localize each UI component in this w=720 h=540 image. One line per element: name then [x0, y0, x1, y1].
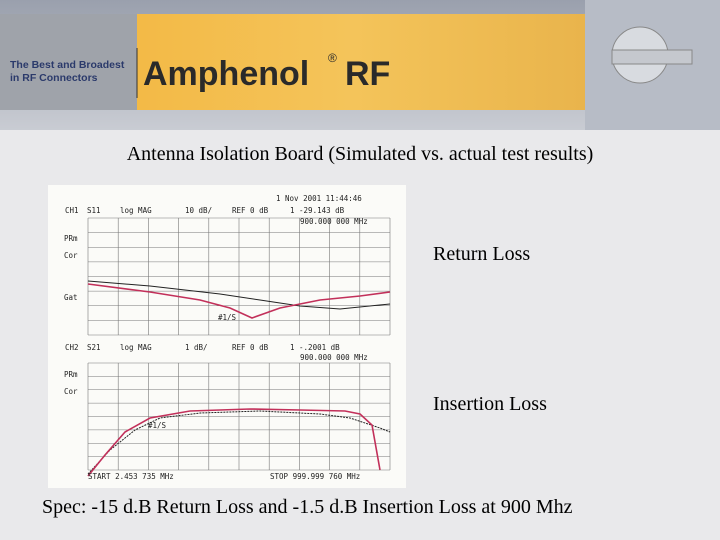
- stop-freq: STOP 999.999 760 MHz: [270, 472, 360, 481]
- tagline: in RF Connectors: [10, 72, 98, 84]
- freq: 900.000 000 MHz: [300, 217, 368, 226]
- ref: REF 0 dB: [232, 343, 269, 352]
- param: S21: [87, 343, 101, 352]
- slide-title: Antenna Isolation Board (Simulated vs. a…: [127, 143, 594, 165]
- marker: 1 -29.143 dB: [290, 206, 345, 215]
- tagline-box: [0, 14, 137, 110]
- connector-body: [611, 49, 693, 65]
- side-label: PRm: [64, 234, 78, 243]
- scale: 10 dB/: [185, 206, 212, 215]
- curve-note: #1/S: [218, 313, 237, 322]
- marker: 1 -.2001 dB: [290, 343, 340, 352]
- param: S11: [87, 206, 101, 215]
- simulated-insertion-loss: [87, 408, 381, 477]
- brand-suffix: RF: [345, 55, 390, 93]
- analyzer-bg: [48, 185, 406, 488]
- freq: 900.000 000 MHz: [300, 353, 368, 362]
- ref: REF 0 dB: [232, 206, 269, 215]
- simulated-return-loss: [87, 283, 391, 319]
- format: log MAG: [120, 343, 152, 352]
- side-label: Cor: [64, 251, 78, 260]
- side-label: Cor: [64, 387, 78, 396]
- format: log MAG: [120, 206, 152, 215]
- curve-note: #1/S: [148, 421, 167, 430]
- channel: CH2: [65, 343, 79, 352]
- start-freq: START 2.453 735 MHz: [88, 472, 174, 481]
- scale: 1 dB/: [185, 343, 208, 352]
- grids: [87, 217, 391, 471]
- channel: CH1: [65, 206, 79, 215]
- date: 1 Nov 2001 11:44:46: [276, 194, 362, 203]
- side-label: Gat: [64, 293, 78, 302]
- measured-return-loss: [87, 280, 391, 310]
- side-label: PRm: [64, 370, 78, 379]
- plot-label: Insertion Loss: [433, 393, 547, 415]
- plot-label: Return Loss: [433, 243, 530, 265]
- analyzer-image: CH1 S11 log MAG 10 dB/ REF 0 dB 1 Nov 20…: [48, 185, 406, 488]
- brand: Amphenol: [143, 55, 309, 93]
- brand-mark: ®: [328, 51, 337, 65]
- spec: Spec: -15 d.B Return Loss and -1.5 d.B I…: [42, 496, 573, 518]
- tagline: The Best and Broadest: [10, 59, 125, 71]
- measured-insertion-loss: [87, 410, 391, 475]
